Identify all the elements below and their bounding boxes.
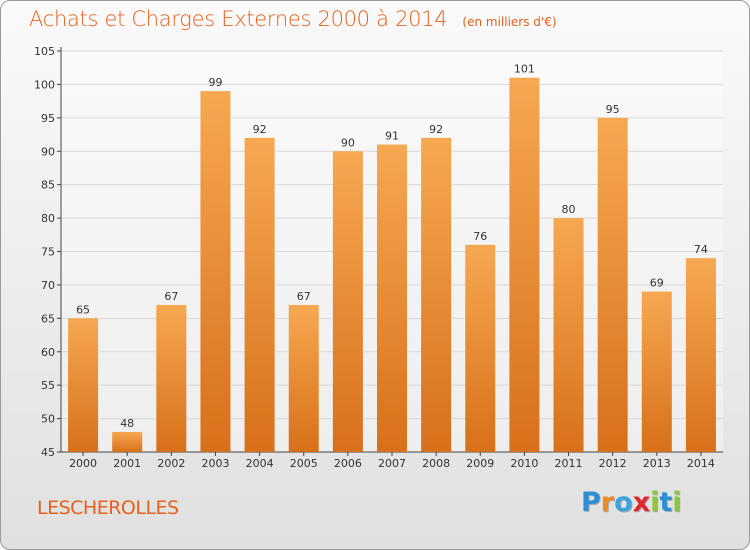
data-label: 67	[297, 290, 311, 303]
bar	[112, 431, 143, 452]
commune-name: LESCHEROLLES	[37, 497, 179, 519]
data-label: 99	[208, 76, 222, 89]
bar	[156, 304, 187, 452]
y-tick-label: 60	[41, 346, 55, 359]
x-tick-label: 2010	[510, 457, 538, 470]
data-label: 92	[253, 123, 267, 136]
x-tick-label: 2004	[246, 457, 274, 470]
chart-title-main: Achats et Charges Externes 2000 à 2014	[29, 7, 448, 31]
y-tick-label: 75	[41, 246, 55, 259]
data-label: 65	[76, 303, 90, 316]
x-tick-label: 2013	[643, 457, 671, 470]
bar	[509, 77, 540, 452]
x-tick-label: 2009	[466, 457, 494, 470]
y-tick-label: 90	[41, 145, 55, 158]
bar	[421, 137, 452, 452]
bar	[685, 258, 716, 452]
proxiti-logo: Proxiti	[581, 487, 682, 518]
logo-letter: i	[650, 487, 660, 518]
logo-letter: r	[600, 487, 615, 518]
x-tick-label: 2005	[290, 457, 318, 470]
x-tick-label: 2003	[201, 457, 229, 470]
y-tick-label: 65	[41, 312, 55, 325]
y-tick-label: 45	[41, 446, 55, 459]
x-tick-label: 2001	[113, 457, 141, 470]
x-tick-label: 2011	[555, 457, 583, 470]
x-tick-label: 2006	[334, 457, 362, 470]
x-tick-label: 2000	[69, 457, 97, 470]
bar	[200, 91, 231, 452]
bar	[244, 137, 275, 452]
bar	[641, 291, 672, 452]
bar	[597, 117, 628, 452]
logo-letter: i	[672, 487, 682, 518]
y-tick-label: 80	[41, 212, 55, 225]
bar	[376, 144, 408, 453]
data-label: 76	[473, 230, 487, 243]
data-label: 74	[694, 243, 708, 256]
data-label: 92	[429, 123, 443, 136]
chart-subtitle: (en milliers d'€)	[462, 15, 557, 29]
bar	[288, 304, 319, 452]
y-tick-label: 105	[34, 45, 55, 58]
logo-letter: t	[659, 487, 673, 518]
bar	[553, 218, 584, 452]
bar	[68, 318, 99, 452]
logo-letter: x	[632, 487, 651, 518]
data-label: 90	[341, 136, 355, 149]
y-tick-label: 95	[41, 112, 55, 125]
x-tick-label: 2014	[687, 457, 715, 470]
y-tick-label: 85	[41, 179, 55, 192]
data-label: 95	[606, 103, 620, 116]
bar	[332, 151, 363, 452]
logo-letter: o	[614, 487, 633, 518]
x-tick-label: 2008	[422, 457, 450, 470]
y-tick-label: 70	[41, 279, 55, 292]
x-tick-label: 2002	[157, 457, 185, 470]
y-tick-label: 55	[41, 379, 55, 392]
x-tick-label: 2012	[599, 457, 627, 470]
logo-letter: P	[581, 487, 601, 518]
data-label: 80	[562, 203, 576, 216]
data-label: 101	[514, 63, 535, 76]
data-label: 67	[164, 290, 178, 303]
x-tick-label: 2007	[378, 457, 406, 470]
bar	[465, 244, 496, 452]
y-tick-label: 50	[41, 413, 55, 426]
data-label: 91	[385, 130, 399, 143]
data-label: 48	[120, 417, 134, 430]
chart-title: Achats et Charges Externes 2000 à 2014 (…	[29, 7, 557, 31]
y-tick-label: 100	[34, 78, 55, 91]
data-label: 69	[650, 277, 664, 290]
